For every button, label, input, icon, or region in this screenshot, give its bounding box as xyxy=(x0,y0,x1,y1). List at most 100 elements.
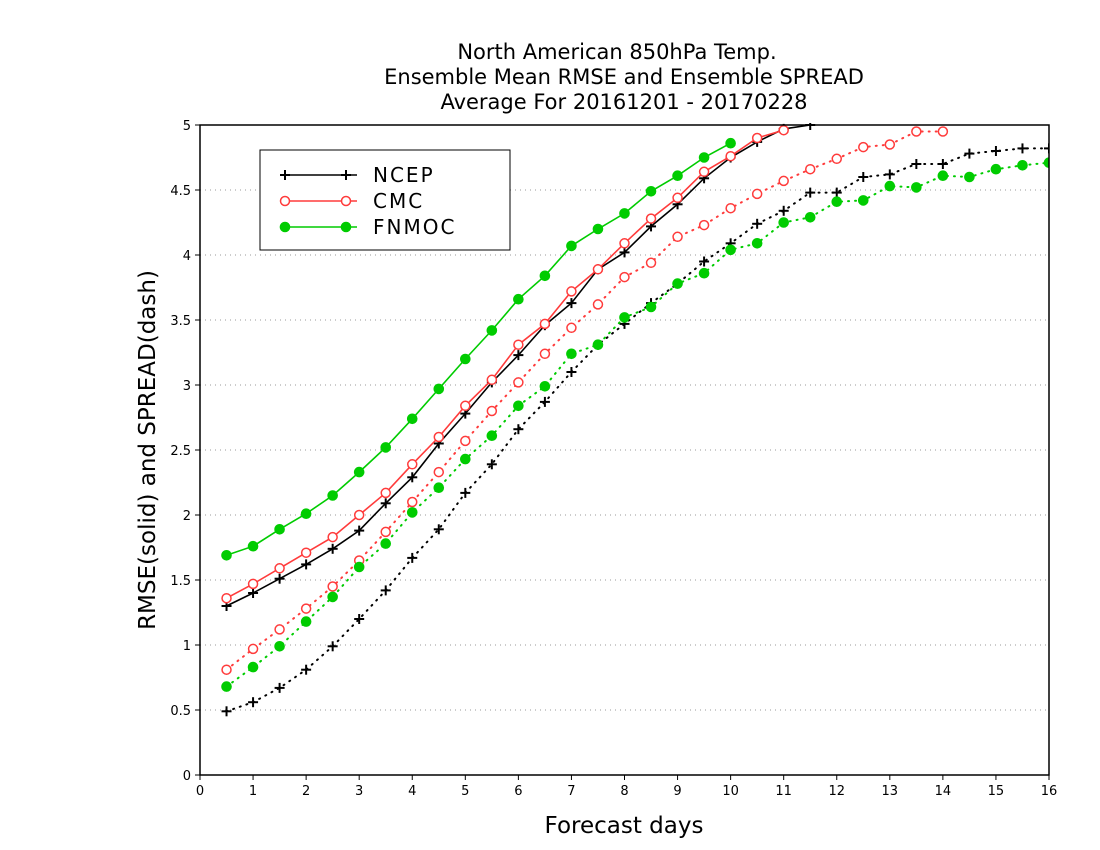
cmc-rmse-point xyxy=(672,192,683,204)
cmc-rmse-point xyxy=(380,487,391,499)
cmc-rmse-point xyxy=(221,592,232,604)
ncep-spread-point xyxy=(539,396,550,407)
legend-marker-fnmoc xyxy=(340,221,352,233)
x-tick-label: 13 xyxy=(882,784,899,799)
chart-title-line-3: Average For 20161201 - 20170228 xyxy=(440,90,807,114)
fnmoc-rmse-line xyxy=(226,142,731,557)
fnmoc-spread-point xyxy=(539,381,551,392)
x-tick-label: 16 xyxy=(1041,784,1058,799)
fnmoc-rmse-point xyxy=(698,152,710,163)
cmc-spread-point xyxy=(433,466,445,478)
fnmoc-spread-point xyxy=(433,482,445,494)
fnmoc-spread-point xyxy=(725,244,736,256)
cmc-spread-point xyxy=(247,643,259,655)
ncep-spread-point xyxy=(884,169,895,180)
x-tick-label: 3 xyxy=(355,784,363,799)
fnmoc-spread-point xyxy=(486,430,498,442)
fnmoc-spread-point xyxy=(964,171,975,183)
cmc-spread-point xyxy=(486,405,498,417)
x-tick-label: 8 xyxy=(620,784,628,799)
ncep-spread-point xyxy=(699,256,710,267)
cmc-spread-point xyxy=(300,603,312,614)
ncep-rmse-point xyxy=(327,543,338,554)
fnmoc-spread-point xyxy=(353,561,365,573)
ncep-spread-line xyxy=(225,147,1049,713)
fnmoc-spread-point xyxy=(911,182,922,193)
fnmoc-spread-point xyxy=(857,195,869,206)
cmc-spread-point xyxy=(884,139,896,150)
fnmoc-spread-point xyxy=(1017,160,1028,171)
x-tick-label: 5 xyxy=(461,784,469,799)
fnmoc-spread-point xyxy=(751,238,763,249)
fnmoc-rmse-point xyxy=(353,466,365,478)
fnmoc-rmse-point xyxy=(380,442,392,453)
fnmoc-rmse-point xyxy=(300,508,312,520)
axis-ticks: 00.511.522.533.544.550 1 2 3 4 5 6 7 8 9 10 11 12 13 1… xyxy=(170,119,1057,799)
cmc-spread-point xyxy=(672,231,683,243)
cmc-spread-point xyxy=(460,435,471,447)
cmc-rmse-point xyxy=(433,431,445,443)
ncep-rmse-point xyxy=(248,588,259,598)
cmc-rmse-line xyxy=(226,129,784,599)
fnmoc-spread-point xyxy=(274,641,285,652)
cmc-rmse-point xyxy=(725,150,736,162)
cmc-spread-point xyxy=(831,153,842,165)
ncep-rmse-point xyxy=(407,472,418,483)
x-tick-label: 2 xyxy=(302,784,310,799)
legend-box xyxy=(259,149,511,251)
fnmoc-spread-point xyxy=(884,180,896,192)
fnmoc-rmse-point xyxy=(433,383,445,395)
fnmoc-spread-point xyxy=(460,453,471,465)
ncep-spread-point xyxy=(831,187,842,198)
cmc-rmse-point xyxy=(486,374,498,386)
fnmoc-spread-line xyxy=(225,161,1049,688)
fnmoc-spread-point xyxy=(300,616,312,627)
cmc-spread-point xyxy=(751,188,763,200)
legend-marker-ncep xyxy=(280,170,290,180)
fnmoc-rmse-point xyxy=(566,240,577,252)
cmc-spread-point xyxy=(513,377,524,388)
ncep-spread-point xyxy=(1017,143,1028,154)
cmc-rmse-point xyxy=(274,563,285,574)
fnmoc-rmse-point xyxy=(460,353,471,365)
y-tick-label: 0.5 xyxy=(170,704,191,719)
cmc-rmse-point xyxy=(407,459,418,470)
x-tick-label: 1 xyxy=(249,784,257,799)
ncep-rmse-point xyxy=(513,350,524,361)
cmc-rmse-point xyxy=(619,238,630,249)
cmc-rmse-point xyxy=(300,547,312,558)
ncep-spread-point xyxy=(752,218,763,229)
legend-label-fnmoc: FNMOC xyxy=(373,215,456,239)
cmc-rmse-point xyxy=(327,531,338,543)
y-axis-label: RMSE(solid) and SPREAD(dash) xyxy=(135,270,161,630)
ncep-spread-point xyxy=(221,706,232,717)
fnmoc-rmse-point xyxy=(513,293,524,305)
fnmoc-spread-point xyxy=(672,278,683,289)
cmc-rmse-point xyxy=(751,132,763,144)
cmc-rmse-point xyxy=(513,339,524,350)
chart-title: North American 850hPa Temp. Ensemble Mea… xyxy=(384,40,864,114)
legend-marker-ncep xyxy=(341,170,351,180)
x-tick-label: 14 xyxy=(935,784,952,799)
cmc-spread-point xyxy=(725,202,736,214)
ncep-spread-point xyxy=(778,205,789,216)
fnmoc-spread-point xyxy=(327,591,338,603)
ncep-spread-point xyxy=(566,367,577,377)
fnmoc-rmse-point xyxy=(406,413,418,425)
fnmoc-rmse-point xyxy=(247,540,259,552)
ncep-spread-point xyxy=(513,424,524,435)
fnmoc-rmse-point xyxy=(672,170,683,181)
ncep-spread-point xyxy=(327,641,338,652)
cmc-rmse-point xyxy=(645,213,657,224)
cmc-spread-point xyxy=(327,581,338,592)
cmc-spread-point xyxy=(274,624,285,635)
fnmoc-spread-point xyxy=(990,163,1002,175)
cmc-spread-point xyxy=(566,322,577,334)
fnmoc-rmse-point xyxy=(592,223,604,235)
x-tick-label: 0 xyxy=(196,784,204,799)
fnmoc-spread-point xyxy=(592,339,604,351)
x-tick-label: 6 xyxy=(514,784,522,799)
legend-marker-fnmoc xyxy=(279,221,291,233)
y-tick-label: 2.5 xyxy=(170,444,191,459)
ncep-spread-point xyxy=(911,159,922,169)
